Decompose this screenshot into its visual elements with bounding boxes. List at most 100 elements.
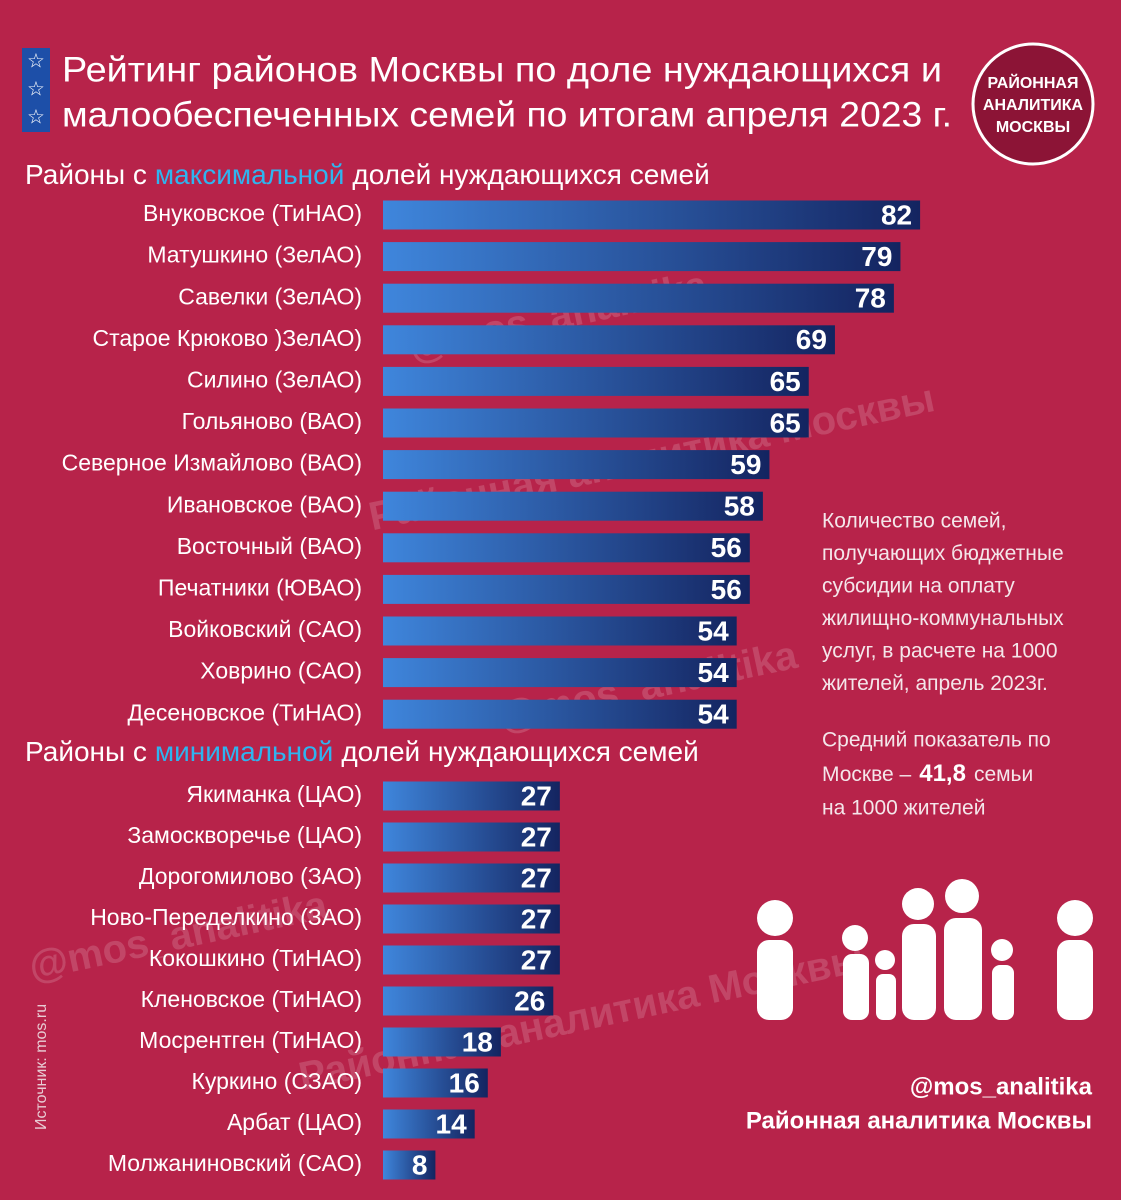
bar — [383, 325, 835, 355]
section-heading: Районы с максимальной долей нуждающихся се… — [25, 159, 710, 190]
description-note: Количество семей, — [822, 510, 1006, 533]
category-label: Якиманка (ЦАО) — [186, 781, 362, 807]
category-label: Савелки (ЗелАО) — [178, 283, 362, 309]
average-note: на 1000 жителей — [822, 797, 985, 820]
value-label: 69 — [796, 324, 827, 355]
bar — [383, 491, 763, 521]
category-label: Куркино (СЗАО) — [191, 1068, 362, 1094]
bar — [383, 408, 809, 438]
bar — [383, 781, 560, 811]
description-note: получающих бюджетные — [822, 542, 1064, 565]
value-label: 27 — [521, 903, 552, 934]
heading-suffix: долей нуждающихся семей — [341, 736, 698, 767]
category-label: Ховрино (САО) — [200, 658, 362, 684]
category-label: Десеновское (ТиНАО) — [128, 699, 362, 725]
bar — [383, 986, 554, 1016]
footer-handle: @mos_analitika — [910, 1073, 1093, 1100]
value-label: 54 — [698, 699, 730, 730]
category-label: Арбат (ЦАО) — [227, 1109, 362, 1135]
value-label: 82 — [881, 199, 912, 230]
bar — [383, 945, 560, 975]
average-note: Москве – 41,8 семьи — [822, 760, 1033, 787]
description-note: услуг, в расчете на 1000 — [822, 640, 1058, 663]
average-note: Средний показатель по — [822, 729, 1051, 752]
footer-name: Районная аналитика Москвы — [746, 1107, 1092, 1134]
notes: Количество семей, получающих бюджетные суб… — [822, 510, 1064, 696]
source: Источник: mos.ru — [33, 1004, 50, 1130]
value-label: 65 — [770, 407, 801, 438]
category-label: Внуковское (ТиНАО) — [143, 200, 362, 226]
description-note: жилищно-коммунальных — [822, 607, 1064, 630]
bar — [383, 242, 901, 272]
value-label: 16 — [449, 1067, 480, 1098]
category-label: Матушкино (ЗелАО) — [147, 242, 362, 268]
description-note: жителей, апрель 2023г. — [822, 672, 1048, 695]
category-label: Дорогомилово (ЗАО) — [139, 863, 362, 889]
bar — [383, 533, 750, 563]
value-label: 59 — [730, 449, 761, 480]
category-label: Старое Крюково )ЗелАО) — [92, 325, 362, 351]
heading-prefix: Районы с — [25, 159, 147, 190]
bar — [383, 200, 921, 230]
value-label: 27 — [521, 821, 552, 852]
title-line: малообеспеченных семей по итогам апреля … — [62, 95, 952, 134]
bar — [383, 863, 560, 893]
watermark: @mos_analitika — [25, 883, 332, 989]
heading-highlight: минимальной — [155, 736, 333, 767]
average-prefix: Москве – — [822, 763, 912, 786]
category-label: Печатники (ЮВАО) — [158, 574, 362, 600]
value-label: 78 — [855, 283, 886, 314]
value-label: 58 — [724, 491, 755, 522]
value-label: 54 — [698, 615, 730, 646]
bar — [383, 1027, 501, 1057]
value-label: 26 — [514, 985, 545, 1016]
average-suffix: семьи — [974, 763, 1033, 786]
category-label: Замоскворечье (ЦАО) — [127, 822, 362, 848]
svg-text:☆: ☆ — [27, 106, 45, 128]
bar — [383, 574, 750, 604]
logo-text: АНАЛИТИКА — [983, 97, 1084, 114]
logo-text: РАЙОННАЯ — [988, 73, 1079, 92]
logo-text: МОСКВЫ — [996, 119, 1070, 136]
value-label: 56 — [711, 574, 742, 605]
value-label: 27 — [521, 780, 552, 811]
svg-text:☆: ☆ — [27, 78, 45, 100]
description-note: субсидии на оплату — [822, 575, 1015, 598]
category-label: Силино (ЗелАО) — [187, 366, 362, 392]
bar — [383, 658, 737, 688]
bar — [383, 616, 737, 646]
category-label: Ново-Переделкино (ЗАО) — [90, 904, 362, 930]
title-line: Рейтинг районов Москвы по доле нуждающих… — [62, 50, 942, 89]
category-label: Мосрентген (ТиНАО) — [139, 1027, 362, 1053]
section-heading: Районы с минимальной долей нуждающихся сем… — [25, 736, 699, 767]
value-label: 18 — [462, 1026, 493, 1057]
heading-highlight: максимальной — [155, 159, 344, 190]
value-label: 8 — [412, 1149, 428, 1180]
average-value: 41,8 — [919, 760, 966, 787]
value-label: 54 — [698, 657, 730, 688]
category-label: Восточный (ВАО) — [177, 533, 362, 559]
value-label: 27 — [521, 862, 552, 893]
bar — [383, 904, 560, 934]
heading-suffix: долей нуждающихся семей — [352, 159, 709, 190]
value-label: 65 — [770, 366, 801, 397]
bar — [383, 822, 560, 852]
value-label: 14 — [436, 1108, 468, 1139]
category-label: Гольяново (ВАО) — [182, 408, 362, 434]
category-label: Кленовское (ТиНАО) — [141, 986, 362, 1012]
stars-icon: ☆ ☆ ☆ — [22, 48, 50, 132]
category-label: Кокошкино (ТиНАО) — [149, 945, 362, 971]
category-label: Молжаниновский (САО) — [108, 1150, 362, 1176]
category-label: Северное Измайлово (ВАО) — [62, 450, 362, 476]
bar — [383, 366, 809, 396]
bar — [383, 1109, 475, 1139]
value-label: 56 — [711, 532, 742, 563]
charts: Районы с максимальной долей нуждающихся се… — [25, 159, 921, 1180]
bar — [383, 283, 894, 313]
category-label: Ивановское (ВАО) — [167, 491, 362, 517]
family-silhouette — [757, 879, 1093, 1020]
bar — [383, 450, 770, 480]
logo: РАЙОННАЯ АНАЛИТИКА МОСКВЫ — [971, 42, 1095, 166]
